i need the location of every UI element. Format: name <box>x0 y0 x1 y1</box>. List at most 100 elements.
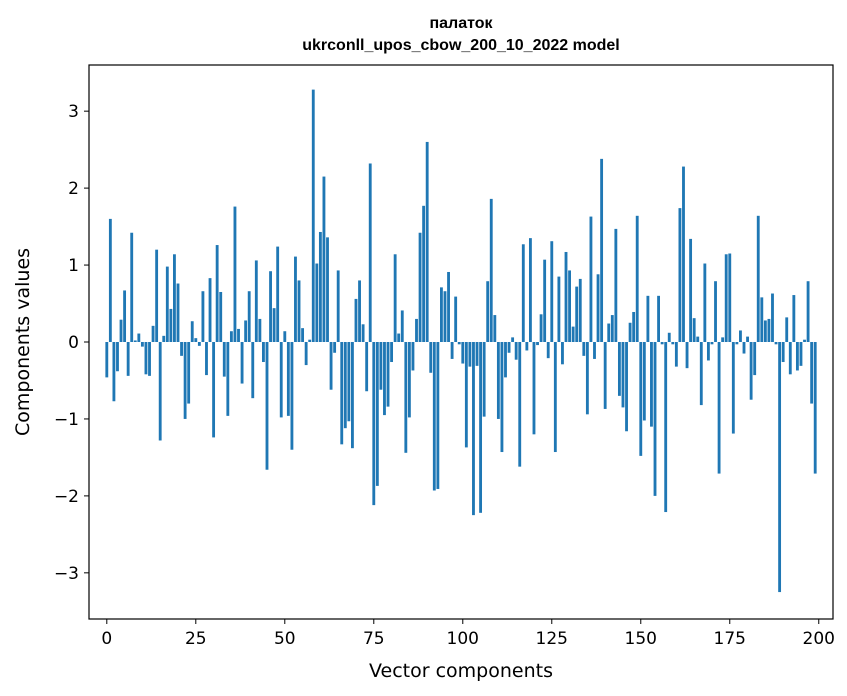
bar <box>464 342 468 448</box>
bar <box>386 342 390 407</box>
bar <box>514 342 518 360</box>
bar <box>749 342 753 400</box>
bar <box>607 323 611 342</box>
bar <box>187 342 191 404</box>
bar <box>678 208 682 342</box>
bar <box>493 315 497 342</box>
bar <box>735 342 739 345</box>
bar <box>254 260 258 342</box>
y-tick-label: −3 <box>54 564 79 584</box>
bar <box>571 326 575 342</box>
bar <box>130 232 134 342</box>
bar <box>240 342 244 384</box>
bar <box>803 339 806 342</box>
x-tick-label: 50 <box>274 629 296 649</box>
bar <box>461 342 465 364</box>
bar <box>774 342 778 345</box>
bar <box>788 342 792 375</box>
bar <box>706 342 710 361</box>
bar <box>746 336 749 342</box>
bar <box>286 342 290 416</box>
bar <box>400 310 404 342</box>
bar <box>447 271 450 342</box>
bar <box>475 342 479 366</box>
y-tick-label: −1 <box>54 410 79 430</box>
bars-group <box>105 89 817 593</box>
bar <box>717 342 721 474</box>
bar <box>756 215 760 342</box>
x-axis-label: Vector components <box>369 660 553 682</box>
bar <box>432 342 436 491</box>
bar <box>226 342 230 416</box>
bar <box>778 342 782 593</box>
bar <box>593 342 596 359</box>
bar <box>685 342 689 369</box>
bar <box>543 259 547 342</box>
bar <box>140 342 144 347</box>
bar <box>496 342 500 419</box>
bar <box>212 342 216 438</box>
bar <box>233 206 237 342</box>
bar <box>528 238 532 343</box>
bar <box>454 296 458 342</box>
bar <box>568 270 571 342</box>
bar <box>771 293 774 342</box>
bar <box>112 342 116 402</box>
bar <box>176 283 180 342</box>
y-tick-label: 2 <box>68 179 79 199</box>
bar <box>799 342 803 366</box>
bar <box>536 342 539 346</box>
bar <box>767 318 771 342</box>
bar <box>144 342 148 375</box>
bar <box>229 331 233 342</box>
bar <box>671 342 675 345</box>
bar <box>116 342 119 372</box>
bar <box>201 291 205 342</box>
bar <box>283 331 287 342</box>
bar <box>781 342 785 363</box>
bar <box>294 256 297 342</box>
bar <box>205 342 208 376</box>
bar <box>311 89 315 343</box>
bar <box>646 295 650 342</box>
bar <box>425 141 429 342</box>
bar <box>742 342 746 354</box>
bar <box>603 342 607 409</box>
bar <box>333 342 337 353</box>
bar <box>326 237 329 342</box>
y-tick-label: 1 <box>68 256 79 276</box>
bar <box>450 342 454 359</box>
bar <box>703 263 707 342</box>
bar <box>785 317 789 342</box>
bar <box>721 337 725 342</box>
bar <box>247 291 251 342</box>
bar <box>682 166 685 342</box>
bar <box>148 342 151 376</box>
bar <box>596 274 600 342</box>
bar <box>657 295 660 342</box>
bar <box>806 281 810 342</box>
bar <box>358 280 361 342</box>
bar <box>550 241 554 342</box>
bar <box>653 342 657 496</box>
bar <box>724 254 728 342</box>
x-tick-label: 25 <box>185 629 207 649</box>
bar <box>553 342 557 453</box>
bar <box>760 297 764 342</box>
x-tick-label: 175 <box>714 629 746 649</box>
bar <box>578 278 582 342</box>
bar <box>710 342 714 345</box>
bar <box>119 319 123 342</box>
bar <box>696 336 700 342</box>
bar <box>208 278 212 342</box>
bar <box>486 281 490 342</box>
bar <box>404 342 408 453</box>
x-tick-label: 75 <box>363 629 385 649</box>
bar <box>511 337 515 342</box>
bar <box>507 342 511 353</box>
bar <box>340 342 344 445</box>
y-axis-label: Components values <box>12 248 34 436</box>
bar <box>375 342 379 486</box>
bar <box>194 338 198 342</box>
